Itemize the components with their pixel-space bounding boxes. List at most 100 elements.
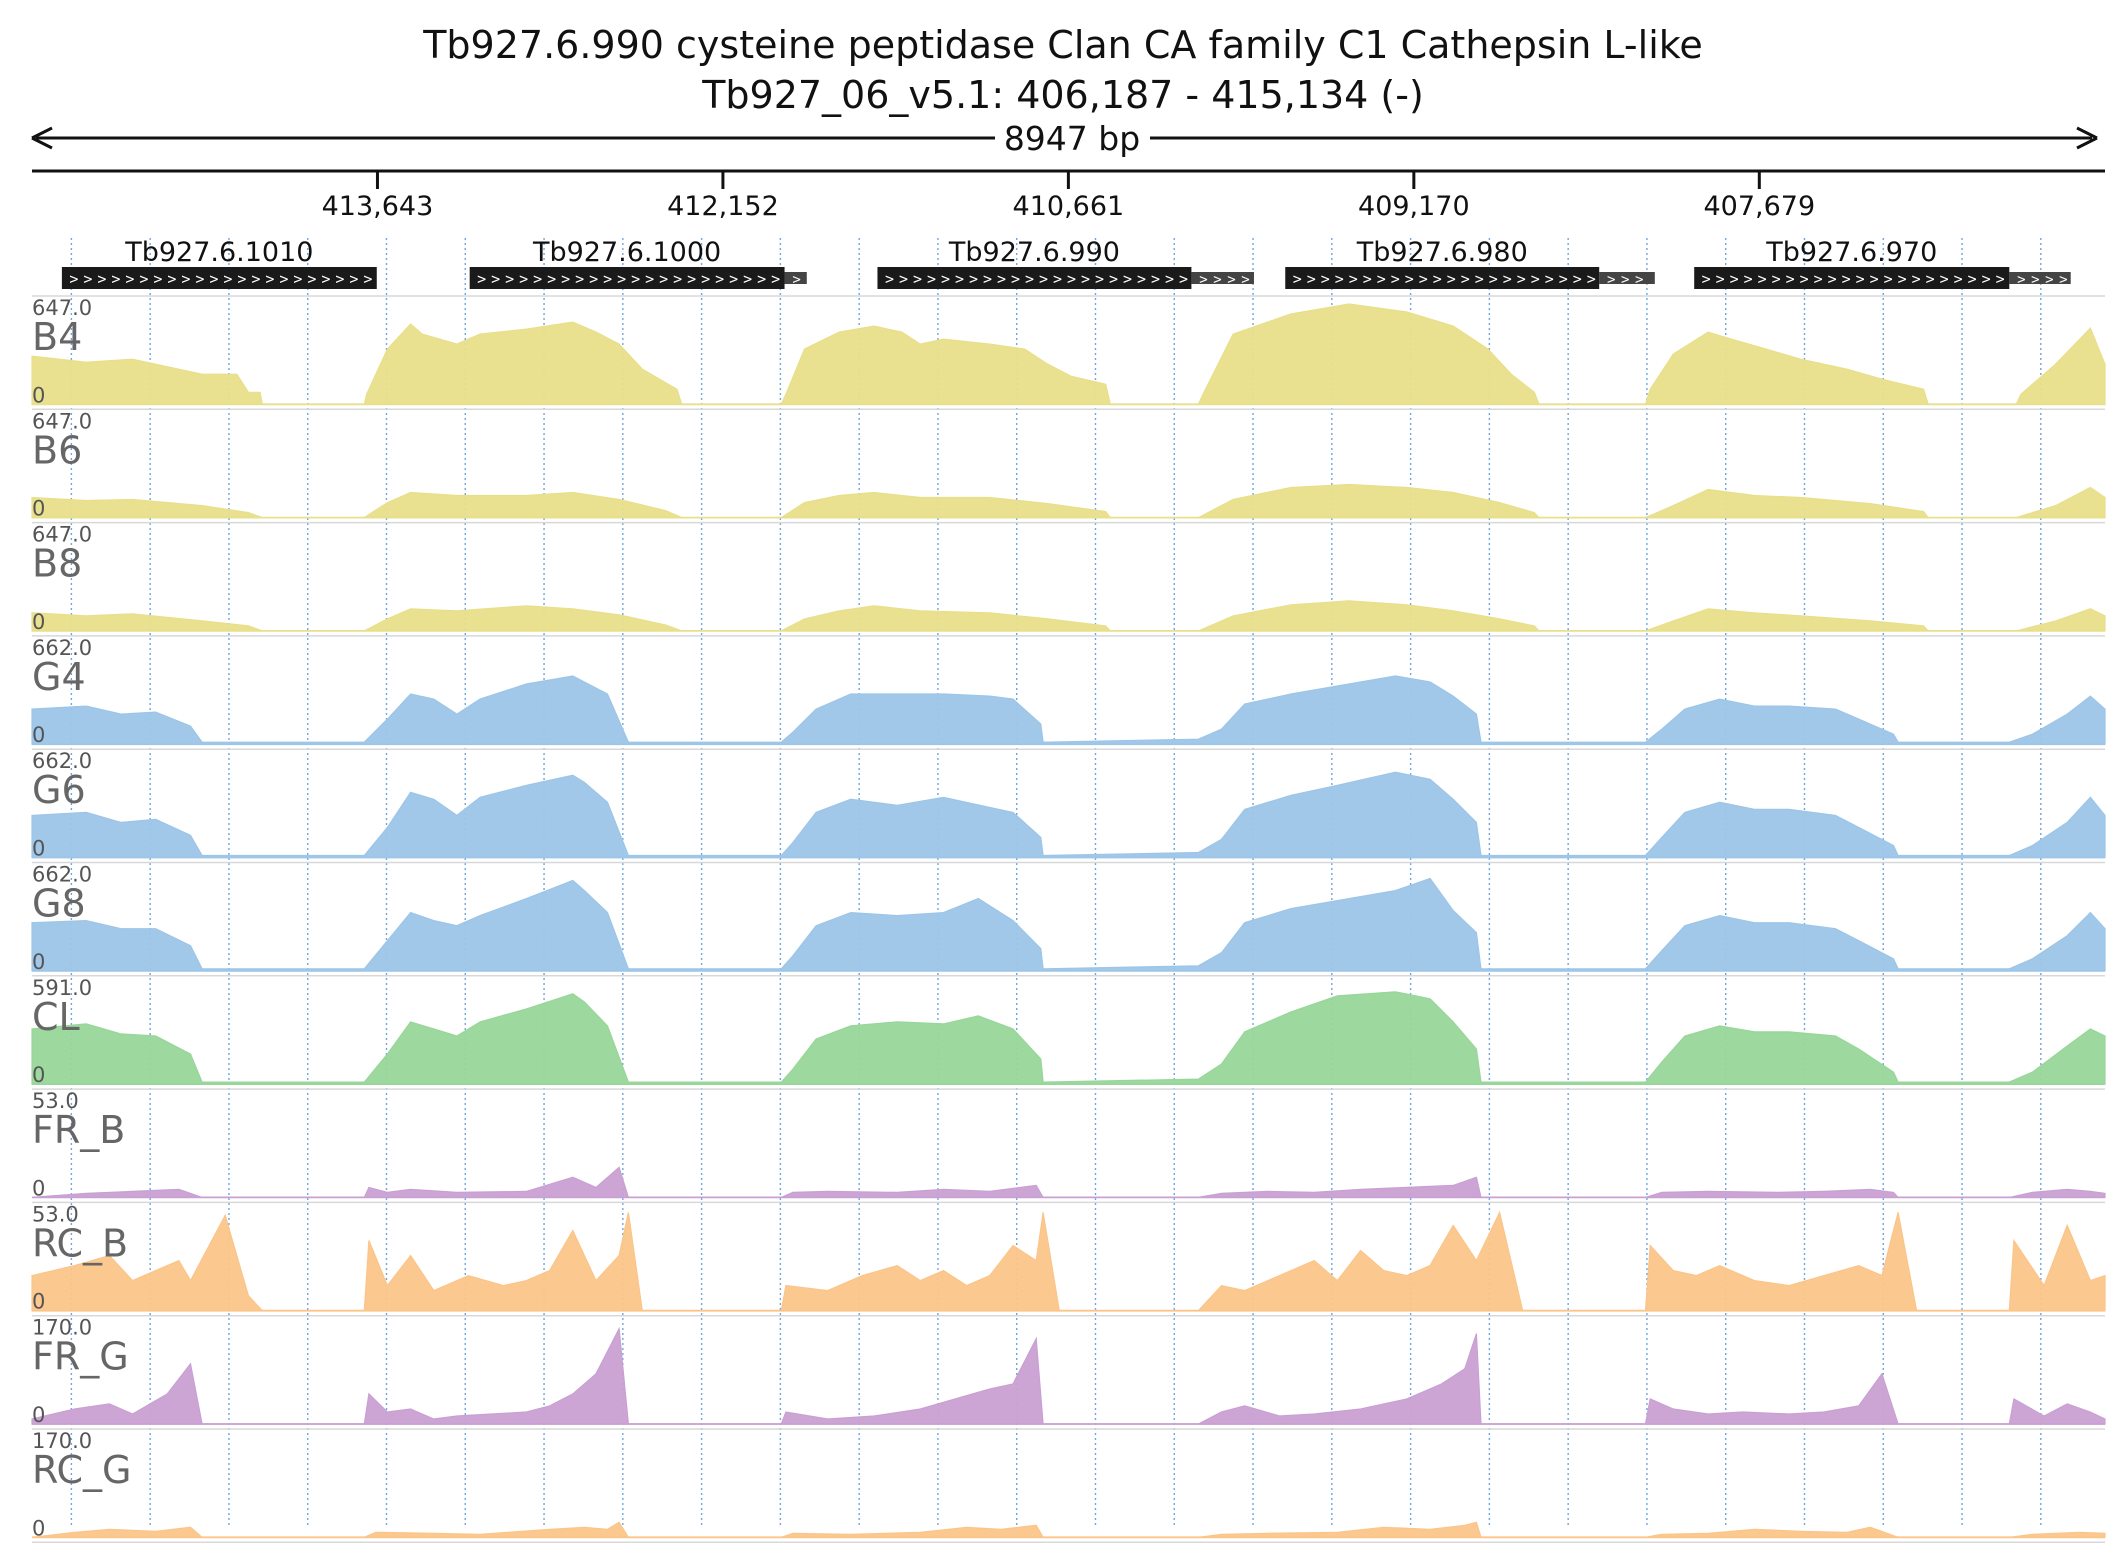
track-name-label: FR_B <box>32 1108 125 1152</box>
strand-arrow: > <box>547 270 556 288</box>
strand-arrow: > <box>1940 270 1949 288</box>
track-fr-g: 170.0FR_G 0 <box>31 1314 2106 1427</box>
track-min-label: 0 <box>32 610 45 634</box>
strand-arrow: > <box>1856 270 1865 288</box>
coverage-area <box>31 483 2106 519</box>
track-max-label: 591.0 <box>32 976 92 1000</box>
coverage-area <box>31 991 2106 1085</box>
strand-arrow: > <box>223 270 232 288</box>
strand-arrow: > <box>715 270 724 288</box>
coverage-area <box>31 877 2106 972</box>
vertical-grid <box>70 238 2042 1528</box>
strand-arrow: > <box>589 270 598 288</box>
ruler-tick-label: 413,643 <box>322 191 434 222</box>
strand-arrow: > <box>1758 270 1767 288</box>
strand-arrow: > <box>617 270 626 288</box>
track-b8: 647.0B8 0 <box>31 521 2106 634</box>
track-min-label: 0 <box>32 1176 45 1200</box>
strand-arrow: > <box>1898 270 1907 288</box>
strand-arrow: > <box>1227 272 1235 288</box>
gene-utr <box>1191 272 1254 284</box>
gene-cds <box>1694 267 2010 289</box>
track-name-label: G4 <box>32 655 86 699</box>
strand-arrow: > <box>1461 270 1470 288</box>
strand-arrow: > <box>237 270 246 288</box>
strand-arrow: > <box>251 270 260 288</box>
track-name-label: G6 <box>32 768 86 812</box>
strand-arrow: > <box>167 270 176 288</box>
ruler-tick-label: 410,661 <box>1013 191 1125 222</box>
strand-arrow: > <box>1095 270 1104 288</box>
track-max-label: 170.0 <box>32 1316 92 1340</box>
gene-utr <box>784 272 807 284</box>
coverage-area <box>31 1166 2106 1198</box>
strand-arrow: > <box>1489 270 1498 288</box>
strand-arrow: > <box>955 270 964 288</box>
gene-model: > > >> > > > > > > > > > > > > > > > > > > > > >Tb927.6.980 <box>1285 237 1655 289</box>
strand-arrow: > <box>1884 270 1893 288</box>
strand-arrow: > <box>771 270 780 288</box>
coverage-tracks: 647.0B40647.0B60647.0B80662.0G40662.0G60… <box>31 295 2106 1544</box>
strand-arrow: > <box>83 270 92 288</box>
strand-arrow: > <box>1433 270 1442 288</box>
strand-arrow: > <box>631 270 640 288</box>
strand-arrow: > <box>1039 270 1048 288</box>
track-name-label: B4 <box>32 315 82 359</box>
strand-arrow: > <box>1954 270 1963 288</box>
strand-arrow: > <box>969 270 978 288</box>
track-b4: 647.0B4 0 <box>31 295 2106 407</box>
strand-arrow: > <box>1011 270 1020 288</box>
coverage-area <box>31 600 2106 632</box>
strand-arrow: > <box>1730 270 1739 288</box>
coverage-area <box>31 303 2106 405</box>
track-min-label: 0 <box>32 723 45 747</box>
strand-arrow: > <box>1151 270 1160 288</box>
ruler-tick-label: 409,170 <box>1358 191 1470 222</box>
strand-arrow: > <box>1828 270 1837 288</box>
strand-arrow: > <box>983 270 992 288</box>
strand-arrow: > <box>1025 270 1034 288</box>
strand-arrow: > <box>1800 270 1809 288</box>
strand-arrow: > <box>491 270 500 288</box>
gene-cds <box>877 267 1192 289</box>
strand-arrow: > <box>1377 270 1386 288</box>
strand-arrow: > <box>1870 270 1879 288</box>
strand-arrow: > <box>363 270 372 288</box>
strand-arrow: > <box>1912 270 1921 288</box>
strand-arrow: > <box>1475 270 1484 288</box>
strand-arrow: > <box>1968 270 1977 288</box>
strand-arrow: > <box>1621 272 1629 288</box>
strand-arrow: > <box>2045 272 2053 288</box>
coverage-area <box>31 675 2106 745</box>
gene-cds <box>1285 267 1600 289</box>
track-min-label: 0 <box>32 1290 45 1314</box>
strand-arrow: > <box>1573 270 1582 288</box>
strand-arrow: > <box>757 270 766 288</box>
gene-track: > > > > > > > > > > > > > > > > > > > > > > Tb927.6.1010 > > > > > >… <box>61 237 2071 289</box>
strand-arrow: > <box>913 270 922 288</box>
strand-arrow: > <box>885 270 894 288</box>
strand-arrow: > <box>561 270 570 288</box>
track-fr-b: 53.0FR_B 0 <box>31 1088 2106 1200</box>
coverage-area <box>31 1210 2106 1312</box>
scale-bar: 8947 bp <box>31 119 2098 158</box>
strand-arrow: > <box>293 270 302 288</box>
strand-arrow: > <box>139 270 148 288</box>
strand-arrow: > <box>1307 270 1316 288</box>
gene-label: Tb927.6.1000 <box>532 237 721 268</box>
ruler-tick-label: 412,152 <box>667 191 779 222</box>
gene-label: Tb927.6.1010 <box>124 237 313 268</box>
strand-arrow: > <box>1531 270 1540 288</box>
strand-arrow: > <box>1293 270 1302 288</box>
track-g8: 662.0G8 0 <box>31 861 2106 974</box>
strand-arrow: > <box>321 270 330 288</box>
chart-subtitle: Tb927_06_v5.1: 406,187 - 415,134 (-) <box>701 73 1424 117</box>
track-g6: 662.0G6 0 <box>31 748 2106 861</box>
strand-arrow: > <box>1635 272 1643 288</box>
strand-arrow: > <box>1199 272 1207 288</box>
strand-arrow: > <box>1335 270 1344 288</box>
track-min-label: 0 <box>32 950 45 974</box>
strand-arrow: > <box>1053 270 1062 288</box>
